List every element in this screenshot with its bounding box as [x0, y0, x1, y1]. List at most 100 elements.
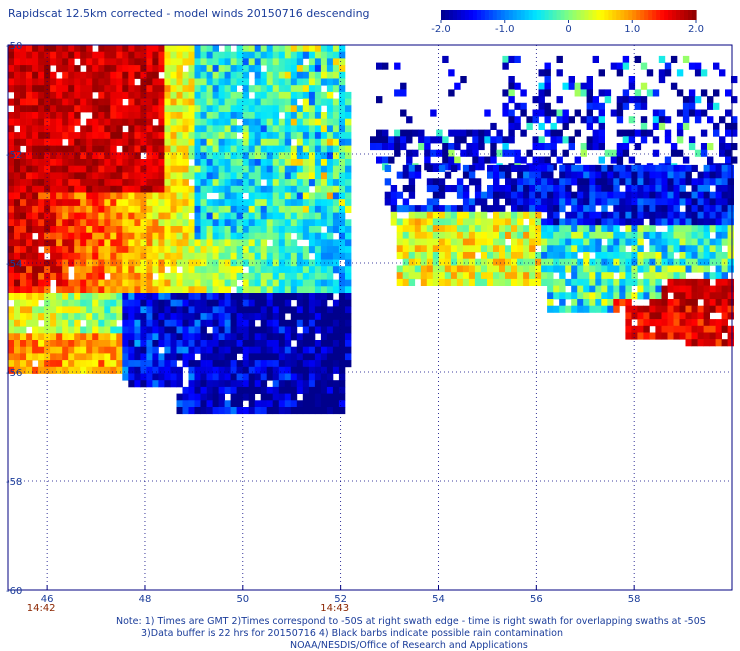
- wind-diff-cell: [547, 185, 554, 193]
- wind-diff-cell: [38, 286, 45, 294]
- wind-diff-cell: [116, 226, 123, 234]
- x-tick-label: 56: [530, 594, 543, 605]
- wind-diff-cell: [679, 211, 686, 219]
- wind-diff-cell: [694, 96, 702, 104]
- wind-diff-cell: [625, 292, 632, 300]
- wind-diff-cell: [194, 306, 201, 314]
- wind-diff-cell: [462, 245, 470, 253]
- wind-diff-cell: [448, 143, 455, 151]
- wind-diff-cell: [170, 340, 177, 348]
- wind-diff-cell: [601, 211, 608, 219]
- wind-diff-cell: [296, 306, 304, 314]
- wind-diff-cell: [242, 360, 250, 368]
- wind-diff-cell: [218, 78, 225, 86]
- wind-diff-cell: [128, 78, 135, 86]
- wind-diff-cell: [182, 272, 189, 280]
- wind-diff-cell: [164, 360, 171, 368]
- wind-diff-cell: [332, 239, 340, 247]
- wind-diff-cell: [182, 306, 189, 314]
- wind-diff-cell: [652, 149, 660, 157]
- wind-diff-cell: [661, 319, 668, 327]
- wind-diff-cell: [332, 172, 340, 180]
- wind-diff-cell: [484, 156, 491, 164]
- wind-diff-cell: [538, 156, 545, 164]
- wind-diff-cell: [314, 246, 322, 254]
- wind-diff-cell: [499, 265, 506, 273]
- wind-diff-cell: [254, 219, 262, 227]
- wind-diff-cell: [631, 292, 638, 300]
- wind-diff-cell: [200, 132, 207, 140]
- wind-diff-cell: [182, 393, 189, 401]
- wind-diff-cell: [218, 246, 225, 254]
- wind-diff-cell: [266, 152, 274, 160]
- wind-diff-cell: [44, 112, 51, 120]
- wind-diff-cell: [254, 71, 262, 79]
- wind-diff-cell: [402, 278, 410, 286]
- wind-diff-cell: [332, 313, 340, 321]
- wind-diff-cell: [116, 172, 123, 180]
- wind-diff-cell: [194, 400, 201, 408]
- wind-diff-cell: [188, 98, 195, 106]
- wind-diff-cell: [284, 353, 292, 361]
- wind-diff-cell: [26, 125, 33, 133]
- wind-diff-cell: [649, 231, 656, 239]
- wind-diff-cell: [284, 125, 292, 133]
- wind-diff-cell: [188, 293, 195, 301]
- wind-diff-cell: [284, 246, 292, 254]
- wind-diff-cell: [332, 51, 340, 59]
- wind-diff-cell: [565, 164, 572, 172]
- wind-diff-cell: [224, 179, 231, 187]
- wind-diff-cell: [278, 65, 286, 73]
- wind-diff-cell: [164, 179, 171, 187]
- wind-diff-cell: [544, 102, 551, 110]
- wind-diff-cell: [260, 313, 268, 321]
- wind-diff-cell: [86, 212, 93, 220]
- wind-diff-cell: [134, 118, 141, 126]
- wind-diff-cell: [308, 313, 316, 321]
- wind-diff-cell: [272, 407, 280, 415]
- wind-diff-cell: [182, 219, 189, 227]
- wind-diff-cell: [128, 326, 135, 334]
- wind-diff-cell: [80, 185, 87, 193]
- wind-diff-cell: [134, 266, 141, 274]
- wind-diff-cell: [697, 225, 704, 233]
- wind-diff-cell: [98, 205, 105, 213]
- wind-diff-cell: [212, 393, 219, 401]
- wind-diff-cell: [182, 98, 189, 106]
- wind-diff-cell: [194, 393, 201, 401]
- wind-diff-cell: [152, 232, 159, 240]
- wind-diff-cell: [529, 198, 536, 206]
- wind-diff-cell: [176, 373, 183, 381]
- wind-diff-cell: [182, 279, 189, 287]
- wind-diff-cell: [679, 164, 686, 172]
- wind-diff-cell: [260, 212, 268, 220]
- wind-diff-cell: [634, 89, 642, 97]
- colorbar-segment: [464, 10, 470, 20]
- wind-diff-cell: [592, 102, 599, 110]
- wind-diff-cell: [535, 231, 542, 239]
- wind-diff-cell: [158, 152, 165, 160]
- wind-diff-cell: [308, 98, 316, 106]
- wind-diff-cell: [523, 205, 530, 213]
- wind-diff-cell: [707, 116, 714, 124]
- wind-diff-cell: [637, 225, 644, 233]
- wind-diff-cell: [236, 145, 243, 153]
- wind-diff-cell: [502, 149, 509, 157]
- wind-diff-cell: [224, 380, 231, 388]
- wind-diff-cell: [104, 239, 111, 247]
- wind-diff-cell: [332, 366, 340, 374]
- wind-diff-cell: [224, 138, 231, 146]
- wind-diff-cell: [176, 98, 183, 106]
- wind-diff-cell: [242, 219, 250, 227]
- wind-diff-cell: [8, 172, 15, 180]
- wind-diff-cell: [338, 91, 346, 99]
- wind-diff-cell: [290, 373, 298, 381]
- wind-diff-cell: [86, 65, 93, 73]
- wind-diff-cell: [326, 112, 334, 120]
- wind-diff-cell: [583, 191, 590, 199]
- wind-diff-cell: [206, 78, 213, 86]
- wind-diff-cell: [164, 366, 171, 374]
- wind-diff-cell: [326, 400, 334, 408]
- wind-diff-cell: [224, 266, 231, 274]
- wind-diff-cell: [86, 219, 93, 227]
